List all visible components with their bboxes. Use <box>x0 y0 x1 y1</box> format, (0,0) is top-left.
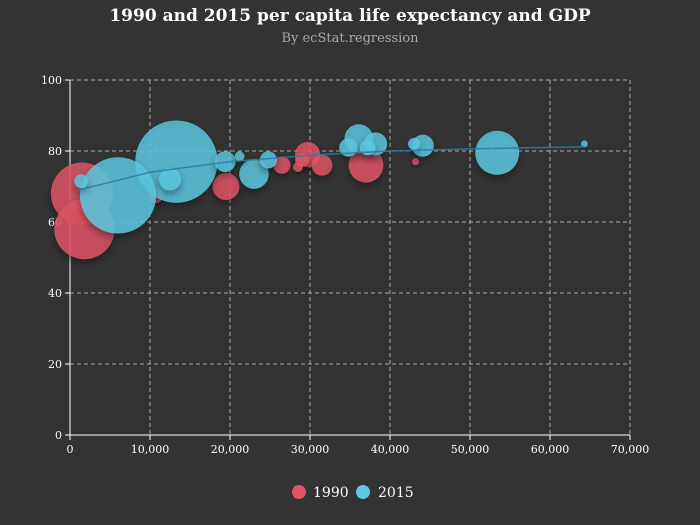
y-tick-label: 80 <box>48 145 62 158</box>
y-tick-label: 40 <box>48 287 62 300</box>
bubble-2015[interactable] <box>239 159 269 189</box>
bubble-2015[interactable] <box>475 130 520 175</box>
x-tick-label: 30,000 <box>291 443 330 456</box>
legend-marker-1990[interactable] <box>292 485 306 499</box>
bubble-1990[interactable] <box>311 154 333 176</box>
y-tick-label: 20 <box>48 358 62 371</box>
x-tick-label: 60,000 <box>531 443 570 456</box>
trendline-path <box>77 145 585 191</box>
chart-title: 1990 and 2015 per capita life expectancy… <box>109 6 591 26</box>
bubble-2015[interactable] <box>259 151 277 169</box>
bubble-2015[interactable] <box>74 174 89 189</box>
bubble-2015[interactable] <box>135 120 218 203</box>
regression-trendline <box>77 145 585 191</box>
x-tick-label: 0 <box>67 443 74 456</box>
x-tick-label: 40,000 <box>371 443 410 456</box>
legend: 1990 2015 <box>292 485 414 501</box>
x-tick-label: 10,000 <box>131 443 170 456</box>
chart-subtitle: By ecStat.regression <box>281 31 419 46</box>
bubble-1990[interactable] <box>273 156 291 174</box>
legend-marker-2015[interactable] <box>356 485 370 499</box>
axes: 0 10,000 20,000 30,000 40,000 50,000 60,000 70,… <box>41 74 649 456</box>
x-tick-label: 50,000 <box>451 443 490 456</box>
x-tick-label: 20,000 <box>211 443 250 456</box>
bubble-1990[interactable] <box>348 147 384 183</box>
y-tick-label: 100 <box>41 74 62 87</box>
y-tick-label: 0 <box>55 429 62 442</box>
bubble-1990[interactable] <box>412 158 420 166</box>
bubble-2015[interactable] <box>580 140 588 148</box>
series-2015 <box>74 120 588 234</box>
legend-label-1990[interactable]: 1990 <box>313 485 349 501</box>
x-tick-label: 70,000 <box>611 443 650 456</box>
bubble-2015[interactable] <box>407 137 421 150</box>
bubble-2015[interactable] <box>159 168 181 191</box>
bubble-2015[interactable] <box>339 138 358 157</box>
bubble-1990[interactable] <box>212 173 240 200</box>
bubble-2015[interactable] <box>79 157 157 234</box>
bubble-2015[interactable] <box>234 151 245 162</box>
legend-label-2015[interactable]: 2015 <box>378 485 414 501</box>
bubble-1990[interactable] <box>293 162 303 172</box>
